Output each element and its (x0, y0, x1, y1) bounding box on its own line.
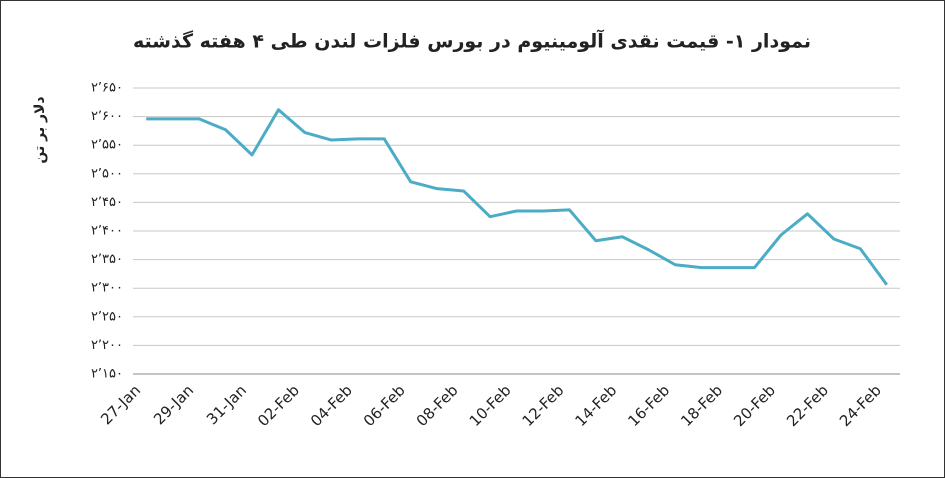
y-tick-label: ۲٬۴۰۰ (91, 224, 123, 239)
y-tick-label: ۲٬۳۰۰ (91, 281, 123, 296)
y-tick-label: ۲٬۳۵۰ (91, 252, 123, 267)
y-tick-label: ۲٬۲۵۰ (91, 309, 123, 324)
y-tick-label: ۲٬۲۰۰ (91, 338, 123, 353)
y-tick-label: ۲٬۱۵۰ (91, 367, 123, 382)
y-tick-label: ۲٬۶۵۰ (91, 81, 123, 96)
y-tick-label: ۲٬۵۵۰ (91, 138, 123, 153)
line-series (146, 108, 888, 286)
y-tick-label: ۲٬۶۰۰ (91, 109, 123, 124)
chart-title: نمودار ۱- قیمت نقدی آلومینیوم در بورس فل… (133, 29, 811, 53)
y-axis-title: دلار بر تن (32, 96, 48, 163)
y-tick-label: ۲٬۵۰۰ (91, 166, 123, 181)
y-tick-label: ۲٬۴۵۰ (91, 195, 123, 210)
